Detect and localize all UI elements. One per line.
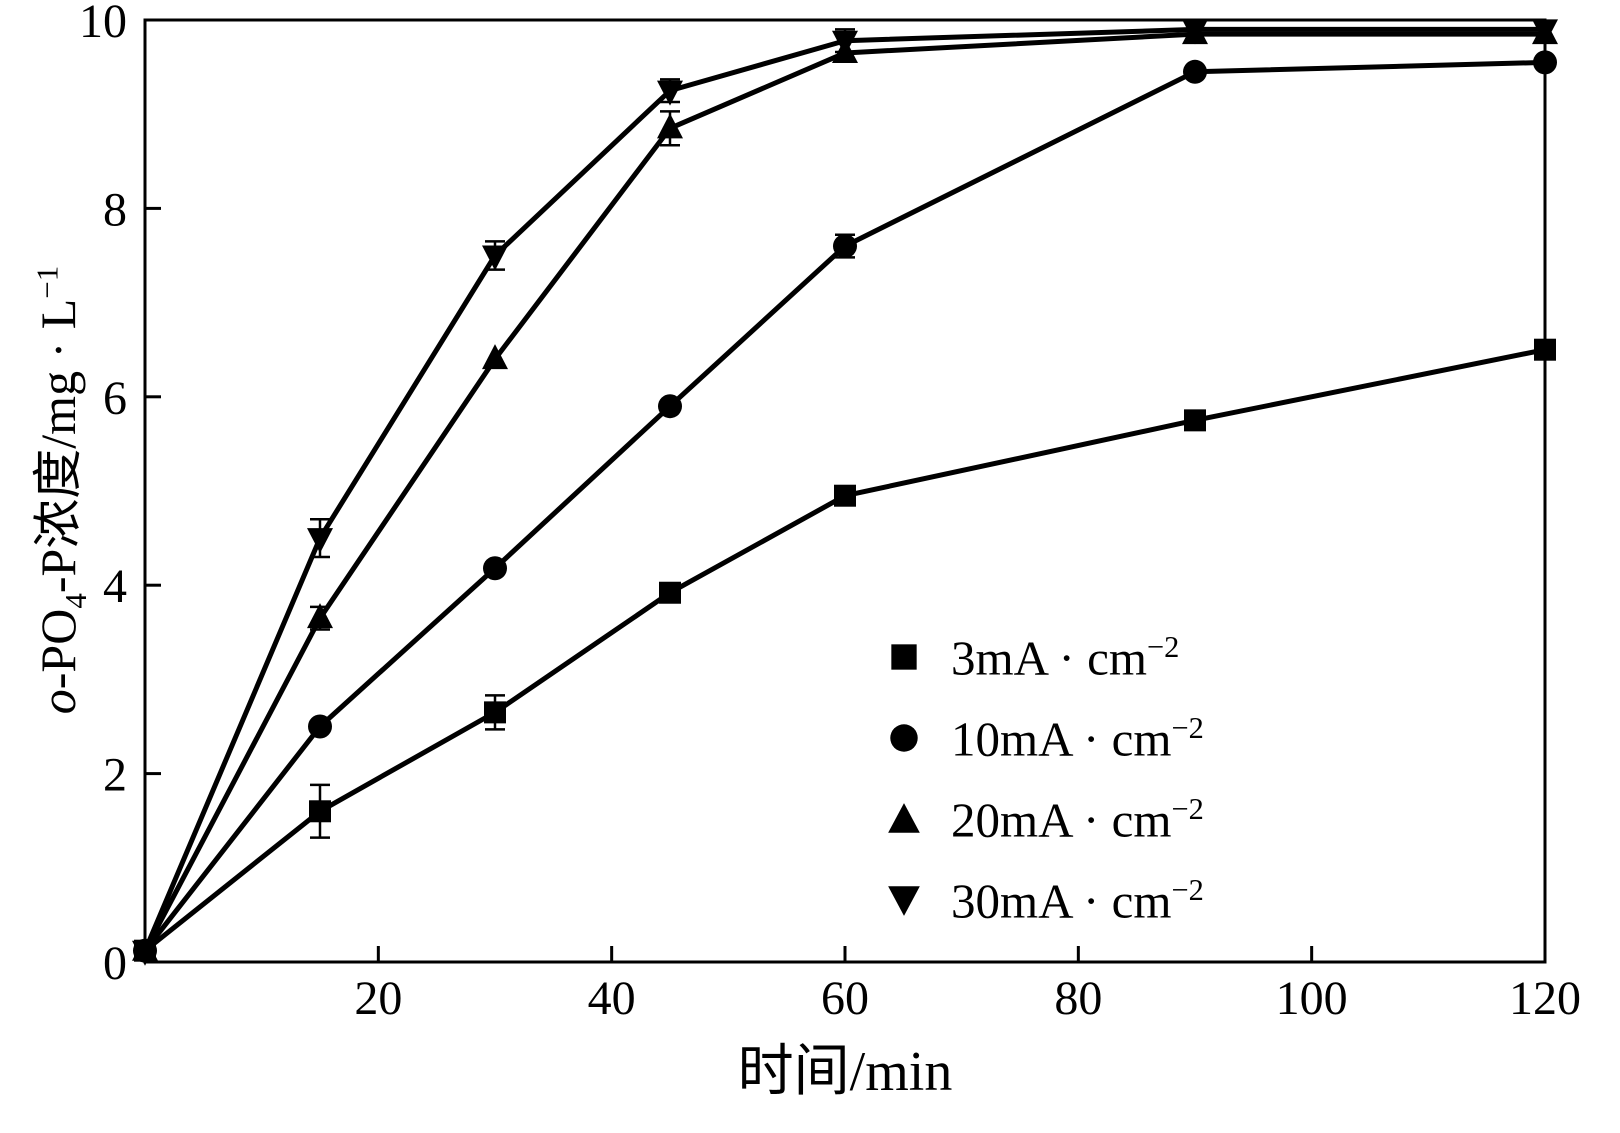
legend-label-sup: −2 — [1171, 791, 1204, 826]
x-axis-label: 时间/min — [737, 1041, 953, 1103]
y-label-base1: -PO — [30, 608, 86, 690]
marker-triangle-down — [132, 940, 158, 966]
legend-label: 20mA · cm−2 — [951, 791, 1204, 848]
legend-label-sup: −2 — [1146, 629, 1180, 664]
legend-label: 30mA · cm−2 — [951, 872, 1204, 929]
marker-square — [659, 581, 681, 604]
x-tick-label: 80 — [1054, 972, 1102, 1025]
marker-circle — [1533, 50, 1557, 75]
y-label-subscript: 4 — [58, 593, 93, 609]
circle-marker-icon — [890, 724, 918, 752]
y-tick-label: 0 — [103, 937, 127, 990]
marker-triangle-down — [1532, 19, 1558, 45]
y-label-superscript: −1 — [29, 265, 65, 299]
series-line-square — [143, 347, 1546, 953]
marker-circle — [1183, 59, 1207, 84]
marker-square — [309, 800, 331, 823]
x-tick-label: 20 — [354, 972, 402, 1025]
marker-triangle-up — [307, 603, 333, 629]
legend-label-sup: −2 — [1171, 710, 1204, 745]
triangle-down-marker-icon — [888, 886, 920, 916]
marker-square — [834, 484, 856, 507]
x-tick-label: 100 — [1276, 972, 1348, 1025]
marker-triangle-down — [832, 30, 858, 56]
x-tick-label: 40 — [588, 972, 636, 1025]
legend-label-sup: −2 — [1171, 872, 1204, 907]
marker-square — [1534, 338, 1556, 361]
marker-triangle-up — [657, 113, 683, 139]
y-tick-label: 4 — [103, 560, 127, 613]
legend: 3mA · cm−2 10mA · cm−2 20mA · cm−2 30mA … — [885, 626, 1204, 950]
x-tick-label: 60 — [821, 972, 869, 1025]
marker-circle — [833, 234, 857, 259]
marker-triangle-down — [307, 528, 333, 554]
y-tick-label: 6 — [103, 372, 127, 425]
y-tick-label: 8 — [103, 183, 127, 236]
marker-square — [484, 701, 506, 724]
marker-triangle-up — [482, 344, 508, 370]
marker-circle — [658, 394, 682, 419]
y-tick-label: 2 — [103, 749, 127, 802]
triangle-up-marker-icon — [888, 803, 920, 833]
legend-item-10mA: 10mA · cm−2 — [885, 707, 1204, 769]
marker-circle — [483, 556, 507, 581]
y-label-base2: -P浓度/mg · L — [30, 298, 86, 594]
y-label-italic-o: o — [30, 689, 86, 715]
legend-label-text: 20mA · cm — [951, 792, 1172, 848]
legend-item-20mA: 20mA · cm−2 — [885, 788, 1204, 850]
legend-label-text: 30mA · cm — [951, 873, 1172, 929]
y-tick-label: 10 — [79, 0, 127, 48]
square-marker-icon — [891, 644, 917, 670]
marker-square — [1184, 409, 1206, 432]
marker-triangle-down — [482, 245, 508, 271]
legend-item-3mA: 3mA · cm−2 — [885, 626, 1204, 688]
legend-label: 3mA · cm−2 — [951, 629, 1180, 686]
marker-circle — [308, 714, 332, 739]
marker-triangle-down — [1182, 19, 1208, 45]
legend-label-text: 10mA · cm — [951, 711, 1172, 767]
x-tick-label: 120 — [1509, 972, 1581, 1025]
marker-triangle-down — [657, 80, 683, 106]
legend-label: 10mA · cm−2 — [951, 710, 1204, 767]
legend-item-30mA: 30mA · cm−2 — [885, 869, 1204, 931]
legend-label-text: 3mA · cm — [951, 630, 1147, 686]
y-axis-label: o-PO4-P浓度/mg · L−1 — [18, 19, 93, 961]
